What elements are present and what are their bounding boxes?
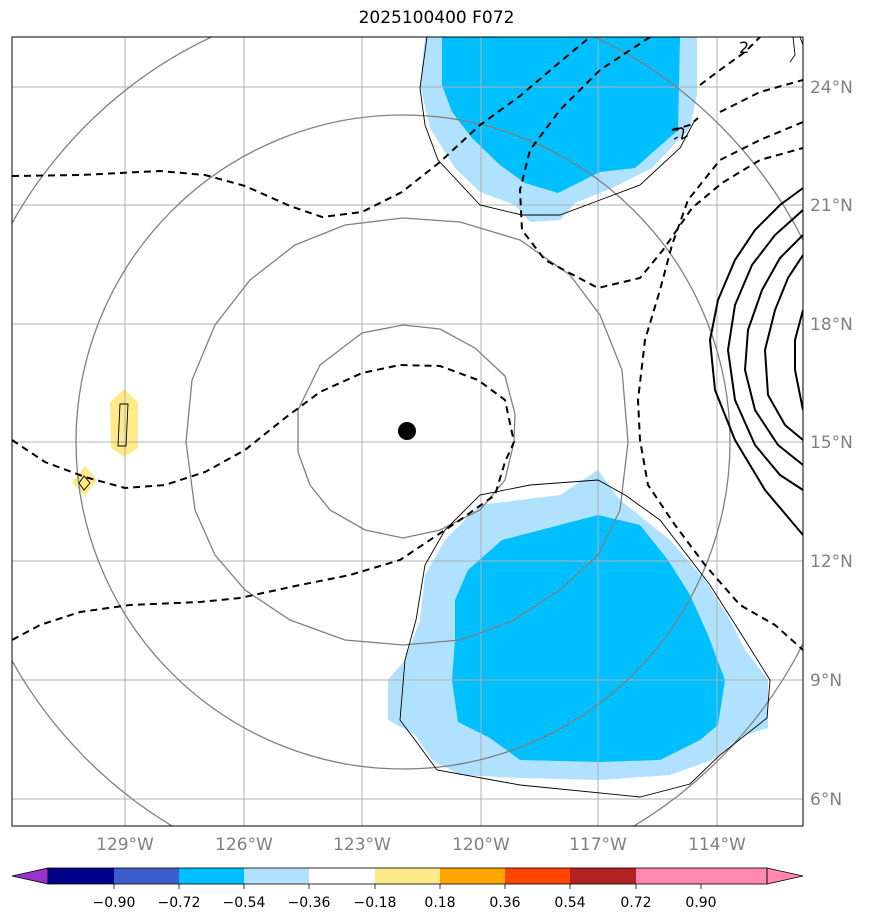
colorbar: −0.90 −0.72 −0.54 −0.36 −0.18 0.18 0.36 … [11,867,804,911]
storm-center-marker [398,422,416,440]
map-title: 2025100400 F072 [358,8,515,28]
lon-label: 117°W [569,835,627,855]
colorbar-extend-right [766,867,804,885]
colorbar-tick-label: 0.90 [685,895,716,911]
latitude-labels: 24°N 21°N 18°N 15°N 12°N 9°N 6°N [810,78,853,810]
solid-contours [708,187,803,536]
colorbar-segment [375,868,440,884]
dashed-contours [12,37,803,651]
lat-label: 18°N [810,315,853,335]
colorbar-segment [244,868,309,884]
lat-label: 15°N [810,433,853,453]
colorbar-segment [48,868,114,884]
colorbar-tick-label: −0.36 [288,895,331,911]
lon-label: 126°W [215,835,273,855]
colorbar-tick-label: −0.72 [158,895,201,911]
shaded-yellow [72,389,138,496]
longitude-labels: 129°W 126°W 123°W 120°W 117°W 114°W [96,835,746,855]
shaded-blue [442,37,725,762]
colorbar-segment [114,868,179,884]
colorbar-segment [636,868,767,884]
lon-label: 129°W [96,835,154,855]
colorbar-segment [309,868,375,884]
colorbar-tick-label: 0.72 [620,895,651,911]
colorbar-tick-label: −0.54 [223,895,266,911]
colorbar-tick-label: 0.54 [554,895,585,911]
lat-label: 21°N [810,196,853,216]
lat-lon-grid [12,37,803,826]
colorbar-segment [505,868,570,884]
lon-label: 120°W [452,835,510,855]
colorbar-segment [570,868,636,884]
lat-label: 6°N [810,790,842,810]
lon-label: 114°W [688,835,746,855]
lat-label: 12°N [810,552,853,572]
lat-label: 24°N [810,78,853,98]
colorbar-tick-label: 0.36 [489,895,520,911]
colorbar-tick-label: −0.90 [93,895,136,911]
map-plot-area: 2 -2 [12,37,803,826]
lat-label: 9°N [810,671,842,691]
contour-label-2: 2 [739,38,749,57]
map-frame [11,36,804,827]
colorbar-extend-left [11,867,49,885]
colorbar-tick-label: −0.18 [354,895,397,911]
colorbar-tick-label: 0.18 [424,895,455,911]
distance-rings [12,37,803,826]
colorbar-segment [440,868,505,884]
colorbar-segment [179,868,244,884]
lon-label: 123°W [333,835,391,855]
